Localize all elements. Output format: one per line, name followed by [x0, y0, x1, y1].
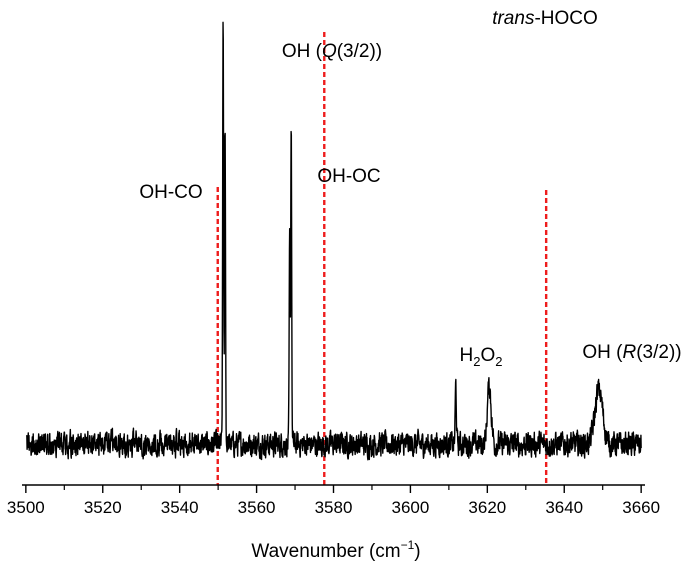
x-tick-label: 3580 — [315, 498, 353, 517]
x-tick-label: 3560 — [238, 498, 276, 517]
annotation-h2o2: H2O2 — [460, 345, 503, 369]
x-axis-title: Wavenumber (cm−1) — [251, 538, 420, 562]
x-axis-title-text: Wavenumber — [251, 541, 364, 562]
annotation-oh-r: OH (R(3/2)) — [582, 342, 681, 363]
spectrum-trace — [25, 21, 642, 461]
annotation-oh-q: OH (Q(3/2)) — [282, 41, 382, 62]
x-tick-label: 3500 — [7, 498, 45, 517]
reference-lines — [216, 32, 548, 485]
x-tick-label: 3540 — [161, 498, 199, 517]
x-tick-label: 3520 — [84, 498, 122, 517]
x-tick-label: 3660 — [622, 498, 660, 517]
annotation-trans-hoco: trans-HOCO — [492, 8, 598, 29]
x-tick-label: 3640 — [545, 498, 583, 517]
x-axis-unit: cm — [375, 541, 400, 562]
x-axis-ticks: 3500 3520 3540 3560 3580 3600 3620 3640 3660 — [7, 485, 660, 517]
x-tick-label: 3620 — [468, 498, 506, 517]
x-axis-unit-exponent: −1 — [401, 538, 415, 552]
x-tick-label: 3600 — [391, 498, 429, 517]
annotation-oh-oc: OH-OC — [317, 166, 380, 187]
annotation-oh-co: OH-CO — [139, 182, 202, 203]
